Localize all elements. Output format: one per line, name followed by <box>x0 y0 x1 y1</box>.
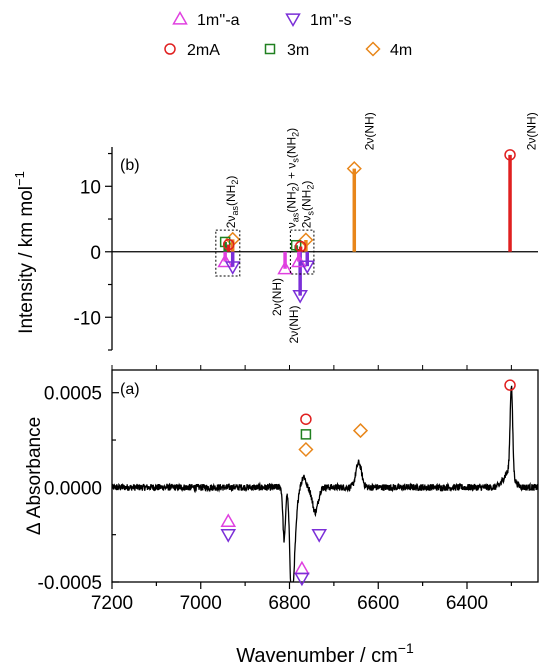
mode-annotation: 2ν(NH) <box>287 305 301 343</box>
annotation-text: ) <box>224 176 238 180</box>
annotation-text: (NH <box>285 191 299 212</box>
legend-item: 1m''-s <box>285 12 352 29</box>
mode-annotation: 2ν(NH) <box>270 278 284 316</box>
legend-marker <box>264 43 276 55</box>
spectrum-line <box>112 385 538 582</box>
annotation-subscript: 2 <box>305 185 315 190</box>
annotation-text: ) + ν <box>285 163 299 187</box>
panel-b-y-tick-label: 10 <box>80 177 101 198</box>
legend-label: 1m''-s <box>310 12 352 29</box>
annotation-text: ) <box>285 128 299 132</box>
annotation-subscript: s <box>291 158 301 163</box>
legend-label: 1m''-a <box>197 12 240 29</box>
panel-a-frame <box>111 369 539 583</box>
annotation-subscript: 2 <box>291 132 301 137</box>
mode-annotation: 2νas(NH2) <box>224 176 240 229</box>
panel-a-y-tick-label: 0.0000 <box>44 478 102 499</box>
legend-label: 3m <box>287 42 309 59</box>
band-marker-1m''-s <box>294 572 310 587</box>
annotation-text: (NH <box>224 185 238 206</box>
zoom-box <box>215 229 241 277</box>
annotation-subscript: s <box>305 211 315 216</box>
stick-marker-1m''-a <box>277 260 293 275</box>
mode-annotation: 2νs(NH2) <box>299 181 315 229</box>
legend-label: 4m <box>390 42 412 59</box>
band-marker-1m''-s <box>220 529 237 543</box>
annotation-text: ν <box>285 222 299 228</box>
legend-item: 2mA <box>164 42 220 59</box>
stick-marker-1m''-s <box>299 260 316 275</box>
annotation-text: ) <box>299 181 313 185</box>
annotation-subscript: as <box>230 206 240 216</box>
stick-marker-1m''-s <box>224 261 241 275</box>
stick-marker-3m <box>219 236 231 248</box>
legend: 1m''-a 1m''-s 2mA 3m 4m <box>164 10 412 59</box>
annotation-text: (NH <box>285 137 299 158</box>
panel-b-y-tick-label: -10 <box>74 308 101 329</box>
stick-marker-2mA <box>504 149 516 161</box>
panel-a-label: (a) <box>120 381 140 398</box>
annotation-text: 2ν <box>299 216 313 229</box>
annotation-text: (NH <box>299 190 313 211</box>
band-marker-2mA <box>300 413 312 425</box>
annotation-subscript: as <box>291 212 301 222</box>
stick-marker-1m''-a <box>217 253 233 268</box>
legend-item: 1m''-a <box>172 10 240 29</box>
panel-a-y-tick-label: -0.0005 <box>38 573 102 594</box>
panel-b-y-tick-label: 0 <box>90 243 101 264</box>
stick-marker-2mA <box>222 238 235 251</box>
band-marker-1m''-s <box>311 529 328 543</box>
legend-marker <box>172 10 188 25</box>
legend-item: 3m <box>264 42 309 59</box>
panel-b-label: (b) <box>120 157 140 174</box>
x-tick-label: 7000 <box>180 593 222 614</box>
panel-a-y-tick-label: 0.0005 <box>44 384 102 405</box>
annotation-subscript: 2 <box>291 186 301 191</box>
legend-marker <box>164 43 176 55</box>
stick-marker-1m''-s <box>292 290 308 304</box>
panel-a-difference-spectrum: 0.0005 0.0000 -0.0005 Δ Absorbance (a) <box>24 369 539 594</box>
band-marker-1m''-a <box>220 513 237 528</box>
annotation-subscript: 2 <box>230 180 240 185</box>
legend-item: 4m <box>365 41 412 59</box>
band-marker-4m <box>352 423 369 439</box>
band-marker-2mA <box>504 379 516 391</box>
stick-marker-2mA <box>294 240 307 253</box>
panel-b-y-axis-label: Intensity / km mol−1 <box>12 171 37 334</box>
panel-b-y-axis-label-superscript: −1 <box>12 171 27 186</box>
legend-marker <box>285 13 301 28</box>
mode-annotation: 2ν(NH) <box>524 112 538 150</box>
band-marker-3m <box>300 429 312 440</box>
mode-annotation: 2ν(NH) <box>362 112 376 150</box>
x-tick-label: 6800 <box>268 593 310 614</box>
annotation-text: 2ν <box>224 216 238 229</box>
x-tick-label: 6400 <box>446 593 488 614</box>
panel-a-y-axis-label: Δ Absorbance <box>24 417 45 535</box>
shared-x-axis: 7200 7000 6800 6600 6400 Wavenumber / cm−1 <box>91 365 512 667</box>
zoom-box <box>289 229 315 275</box>
band-marker-4m <box>298 441 314 458</box>
x-tick-label: 6600 <box>357 593 399 614</box>
x-axis-label-superscript: −1 <box>398 640 414 656</box>
x-tick-label: 7200 <box>91 593 133 614</box>
legend-label: 2mA <box>187 42 220 59</box>
mode-annotation: νas(NH2) + νs(NH2) <box>285 128 301 228</box>
x-axis-label: Wavenumber / cm−1 <box>236 640 414 667</box>
stick-marker-4m <box>346 161 362 177</box>
band-marker-1m''-a <box>294 560 310 575</box>
legend-marker <box>365 41 381 57</box>
